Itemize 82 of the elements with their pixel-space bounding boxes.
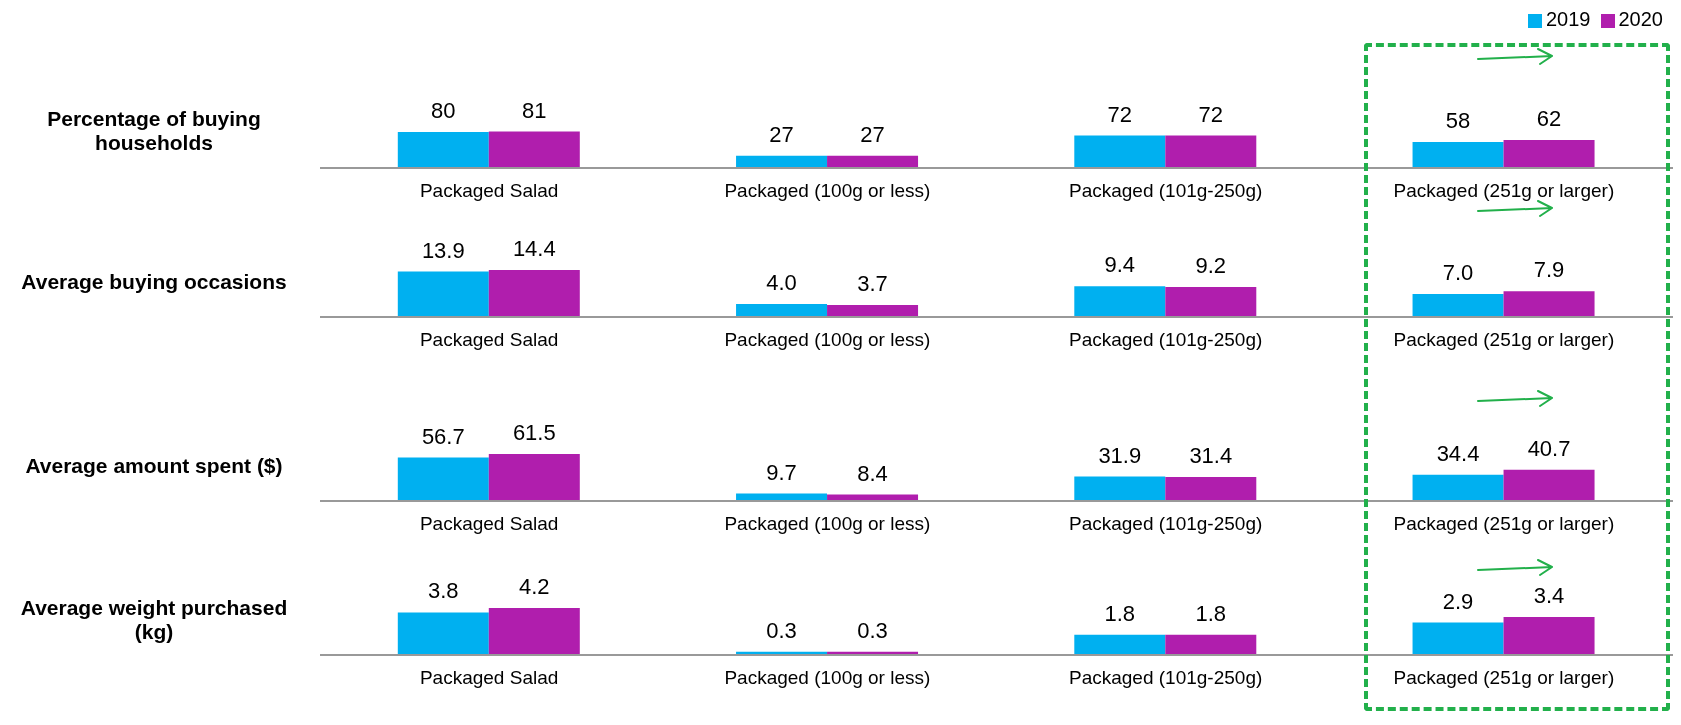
bar — [1074, 135, 1166, 168]
bar — [397, 612, 489, 655]
y-axis-title: Percentage of buying households — [46, 105, 262, 156]
legend-label: 2020 — [1618, 8, 1663, 30]
data-label: 9.4 — [1104, 252, 1136, 278]
y-axis-title: Average amount spent ($) — [24, 453, 284, 479]
bar — [397, 271, 489, 317]
data-label: 58 — [1445, 107, 1471, 133]
bar — [1165, 286, 1257, 317]
bar — [397, 131, 489, 168]
data-label: 80 — [431, 97, 456, 123]
bar — [827, 304, 919, 317]
data-label: 27 — [860, 121, 885, 147]
data-label: 7.0 — [1442, 260, 1474, 286]
bar — [1503, 140, 1595, 168]
data-label: 31.4 — [1189, 442, 1233, 468]
x-tick-label: Packaged (100g or less) — [724, 329, 931, 351]
x-tick-label: Packaged Salad — [419, 329, 559, 351]
x-tick-label: Packaged Salad — [419, 667, 559, 689]
data-label: 4.2 — [519, 573, 550, 599]
bar — [1503, 469, 1595, 501]
data-label: 34.4 — [1436, 440, 1480, 466]
x-tick-label: Packaged (100g or less) — [724, 180, 931, 202]
x-tick-label: Packaged (251g or larger) — [1393, 513, 1615, 535]
bar — [736, 303, 828, 317]
data-label: 61.5 — [512, 419, 556, 445]
bar — [736, 155, 828, 168]
bar — [1074, 286, 1166, 317]
bar — [488, 269, 580, 317]
y-axis-title: Average buying occasions — [20, 269, 288, 295]
bar — [1074, 476, 1166, 501]
data-label: 72 — [1107, 101, 1133, 127]
bar — [488, 453, 580, 501]
bar — [1412, 294, 1504, 317]
data-label: 4.0 — [766, 269, 797, 295]
data-label: 81 — [522, 97, 547, 123]
data-label: 72 — [1198, 101, 1224, 127]
x-tick-label: Packaged (101g-250g) — [1068, 667, 1263, 689]
data-label: 2.9 — [1442, 588, 1474, 614]
bar — [1165, 135, 1257, 168]
y-axis-title: Average weight purchased (kg) — [19, 595, 289, 645]
data-label: 0.3 — [766, 617, 797, 643]
data-label: 40.7 — [1527, 435, 1571, 461]
bar — [1165, 476, 1257, 501]
x-tick-label: Packaged (101g-250g) — [1068, 513, 1263, 535]
bar — [1412, 622, 1504, 655]
bar — [1165, 634, 1257, 655]
data-label: 1.8 — [1104, 600, 1136, 626]
legend-label: 2019 — [1546, 8, 1591, 30]
data-label: 8.4 — [857, 460, 888, 486]
bar — [1412, 141, 1504, 168]
x-tick-label: Packaged (100g or less) — [724, 667, 931, 689]
bar — [1503, 291, 1595, 317]
data-label: 0.3 — [857, 617, 888, 643]
data-label: 3.8 — [428, 578, 459, 604]
x-tick-label: Packaged Salad — [419, 180, 559, 202]
bar — [488, 131, 580, 168]
x-tick-label: Packaged (101g-250g) — [1068, 329, 1263, 351]
bar — [827, 155, 919, 168]
x-tick-label: Packaged (251g or larger) — [1393, 667, 1615, 689]
bar — [397, 457, 489, 501]
data-label: 9.7 — [766, 459, 797, 485]
data-label: 62 — [1536, 106, 1562, 132]
data-label: 31.9 — [1098, 442, 1142, 468]
data-label: 56.7 — [421, 423, 465, 449]
x-tick-label: Packaged (251g or larger) — [1393, 180, 1615, 202]
x-tick-label: Packaged (101g-250g) — [1068, 180, 1263, 202]
data-label: 3.4 — [1533, 582, 1565, 608]
x-tick-label: Packaged Salad — [419, 513, 559, 535]
bar — [488, 607, 580, 655]
x-tick-label: Packaged (100g or less) — [724, 513, 931, 535]
data-label: 3.7 — [857, 270, 888, 296]
data-label: 7.9 — [1533, 257, 1565, 283]
data-label: 1.8 — [1195, 600, 1227, 626]
bar — [1503, 616, 1595, 655]
data-label: 9.2 — [1195, 252, 1227, 278]
data-label: 27 — [769, 121, 794, 147]
bar — [1412, 474, 1504, 501]
bar — [1074, 634, 1166, 655]
data-label: 14.4 — [512, 235, 556, 261]
data-label: 13.9 — [421, 237, 465, 263]
x-tick-label: Packaged (251g or larger) — [1393, 329, 1615, 351]
